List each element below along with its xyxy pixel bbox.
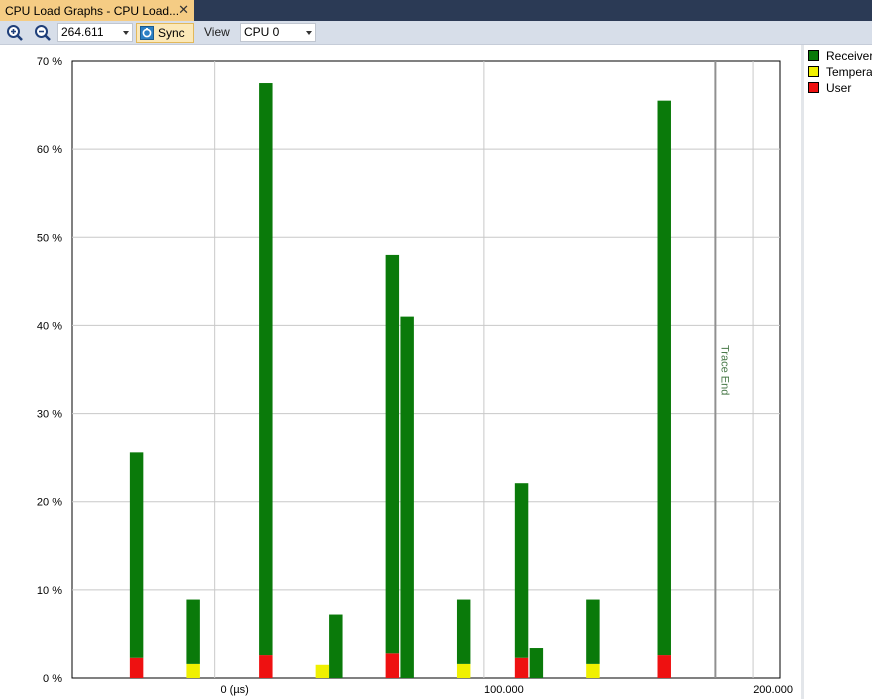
plot-area	[71, 60, 781, 679]
bar-segment-receiver[interactable]	[186, 599, 200, 664]
y-tick-label: 20 %	[37, 497, 62, 509]
y-tick-label: 30 %	[37, 409, 62, 421]
legend-item: User	[806, 80, 872, 96]
zoom-value: 264.611	[61, 25, 104, 39]
tab-close-icon[interactable]: ✕	[178, 2, 189, 17]
bar-segment-temperat[interactable]	[456, 663, 471, 678]
title-bar: CPU Load Graphs - CPU Load... ✕	[0, 0, 872, 21]
bar-segment-user[interactable]	[514, 657, 529, 678]
bar-segment-receiver[interactable]	[400, 316, 414, 678]
bar-segment-receiver[interactable]	[329, 614, 343, 678]
bar-segment-receiver[interactable]	[586, 599, 600, 664]
chevron-down-icon[interactable]	[123, 31, 129, 35]
legend-label: User	[826, 81, 852, 95]
y-tick-label: 10 %	[37, 585, 62, 597]
bars	[129, 83, 671, 678]
trace-end-marker: Trace End	[714, 61, 730, 678]
x-tick-label: 200.000	[753, 684, 793, 696]
y-tick-label: 50 %	[37, 232, 62, 244]
x-axis-ticks: 0 (µs) 100.000 200.000	[221, 684, 793, 696]
y-tick-label: 70 %	[37, 56, 62, 68]
chevron-down-icon[interactable]	[306, 31, 312, 35]
y-tick-label: 60 %	[37, 144, 62, 156]
sync-icon	[140, 26, 154, 40]
zoom-combobox[interactable]: 264.611	[57, 23, 133, 42]
trace-end-label: Trace End	[718, 345, 730, 395]
sync-label: Sync	[158, 26, 185, 40]
bar-segment-temperat[interactable]	[586, 663, 600, 678]
bar-segment-temperat[interactable]	[315, 664, 330, 678]
legend-divider	[801, 45, 804, 699]
bar-segment-receiver[interactable]	[259, 83, 273, 656]
legend-item: Temperat	[806, 64, 872, 80]
legend-label: Receiver	[826, 49, 872, 63]
cpu-select[interactable]: CPU 0	[240, 23, 316, 42]
zoom-out-icon[interactable]	[34, 24, 52, 42]
legend-swatch	[808, 50, 819, 61]
cpu-load-chart[interactable]: Trace End 0 % 10 % 20 % 30 % 40 % 50 % 60 % 70 …	[0, 45, 800, 699]
bar-segment-user[interactable]	[657, 655, 671, 678]
zoom-in-icon[interactable]	[6, 24, 24, 42]
legend-swatch	[808, 82, 819, 93]
bar-segment-receiver[interactable]	[129, 452, 144, 658]
x-tick-label: 0 (µs)	[221, 684, 249, 696]
bar-segment-user[interactable]	[129, 657, 144, 678]
y-tick-label: 0 %	[43, 673, 62, 685]
toolbar: 264.611 Sync View CPU 0	[0, 21, 872, 45]
legend: Receiver Temperat User	[806, 48, 872, 96]
bar-segment-receiver[interactable]	[529, 648, 544, 678]
bar-segment-receiver[interactable]	[385, 254, 400, 654]
bar-segment-receiver[interactable]	[514, 483, 529, 658]
cpu-selected-value: CPU 0	[244, 25, 280, 39]
bar-segment-receiver[interactable]	[657, 100, 671, 656]
y-axis-ticks: 0 % 10 % 20 % 30 % 40 % 50 % 60 % 70 %	[37, 56, 62, 685]
legend-item: Receiver	[806, 48, 872, 64]
bar-segment-temperat[interactable]	[186, 663, 200, 678]
legend-label: Temperat	[826, 65, 872, 79]
sync-button[interactable]: Sync	[136, 23, 194, 43]
legend-swatch	[808, 66, 819, 77]
bar-segment-receiver[interactable]	[456, 599, 471, 664]
bar-segment-user[interactable]	[259, 655, 273, 678]
view-label: View	[204, 25, 230, 39]
document-tab[interactable]: CPU Load Graphs - CPU Load... ✕	[0, 0, 194, 21]
x-tick-label: 100.000	[484, 684, 524, 696]
bar-segment-user[interactable]	[385, 653, 400, 678]
tab-title: CPU Load Graphs - CPU Load...	[5, 3, 180, 18]
y-tick-label: 40 %	[37, 320, 62, 332]
